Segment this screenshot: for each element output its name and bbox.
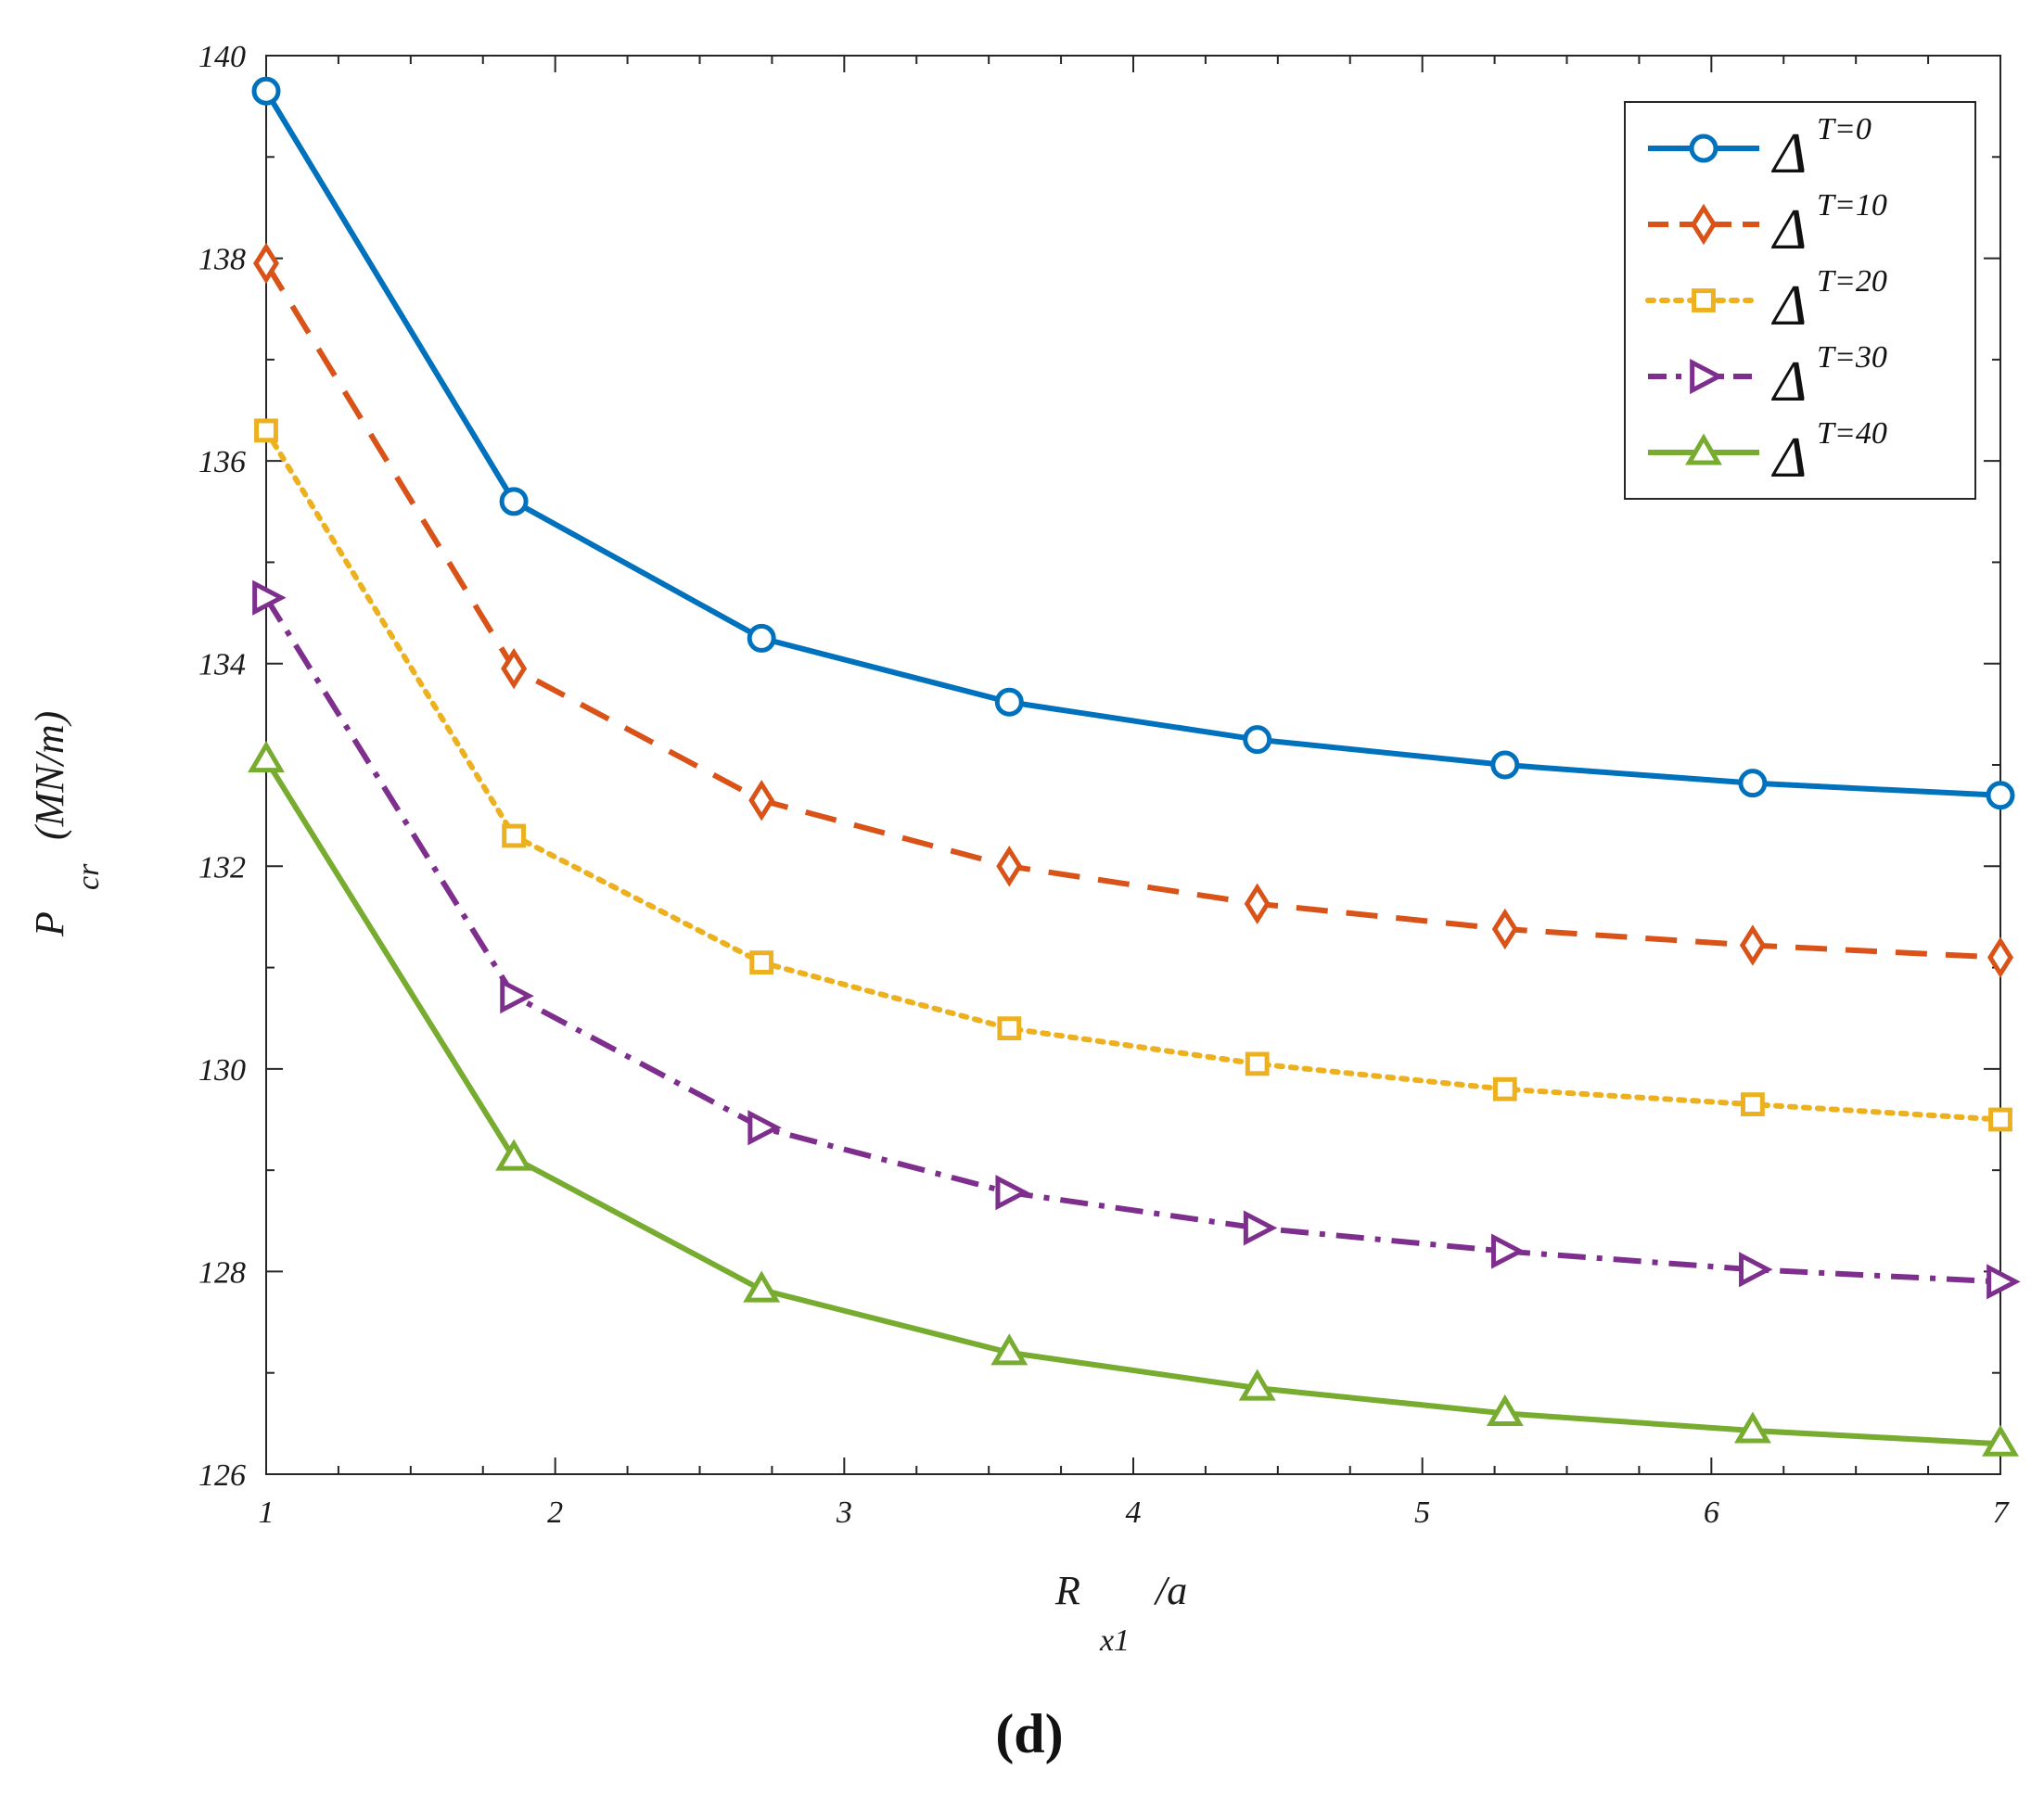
series-t-10 (252, 242, 2014, 978)
series-line (263, 596, 2001, 1285)
x-axis-label: R x1 /a (1054, 1568, 1187, 1658)
data-point (1741, 1092, 1765, 1117)
y-tick-label: 136 (198, 445, 246, 479)
data-point (502, 823, 526, 848)
data-point (1739, 1252, 1773, 1288)
data-point (1238, 1369, 1276, 1401)
legend-marker (1685, 433, 1722, 465)
x-tick-label: 3 (836, 1496, 852, 1530)
y-axis-label-main: P (27, 911, 72, 937)
y-axis-label: P cr (MN/m) (27, 711, 106, 937)
data-point (1986, 781, 2015, 810)
legend-label: Δ (1770, 122, 1807, 185)
series-line (263, 261, 2001, 961)
data-point (990, 1333, 1028, 1366)
data-point (743, 1270, 781, 1303)
data-point (254, 418, 278, 443)
data-point (1491, 908, 1518, 950)
x-axis-label-sub: x1 (1099, 1623, 1130, 1658)
legend-label: Δ (1770, 198, 1807, 261)
y-tick-label: 140 (198, 40, 246, 74)
data-point (1988, 1107, 2012, 1132)
series-line (263, 89, 2001, 798)
x-tick-label: 6 (1704, 1496, 1719, 1530)
legend-marker (1690, 203, 1718, 246)
data-point (1245, 1051, 1270, 1076)
data-point (500, 978, 534, 1014)
data-point (495, 1139, 533, 1171)
data-point (1987, 1264, 2021, 1300)
x-tick-label: 5 (1414, 1496, 1430, 1530)
data-point (1243, 725, 1272, 755)
legend: Δ T=0 Δ T=10 Δ T=20 Δ T=30 Δ T=40 (1624, 101, 1976, 500)
data-point (251, 76, 281, 106)
x-axis-label-main: R (1054, 1568, 1080, 1613)
series-line (263, 427, 2003, 1123)
y-tick-label: 126 (198, 1458, 246, 1493)
data-point (1486, 1394, 1524, 1426)
data-point (749, 950, 774, 975)
x-axis-label-suffix: /a (1153, 1568, 1187, 1613)
legend-label-sup: T=10 (1817, 188, 1887, 223)
x-tick-label: 7 (1993, 1496, 2011, 1530)
data-point (1492, 1076, 1517, 1101)
legend-marker (1690, 358, 1724, 395)
axes-layer: 1 2 3 4 5 6 7 126 128 130 132 134 136 138 140 (198, 40, 2011, 1530)
x-tick-label: 4 (1126, 1496, 1142, 1530)
data-point (1733, 1411, 1771, 1444)
legend-label: Δ (1770, 350, 1807, 414)
y-axis-label-sub: cr (71, 863, 106, 890)
data-point (996, 846, 1023, 887)
series-t-20 (254, 418, 2012, 1132)
data-point (747, 1110, 782, 1146)
series-t-0 (251, 76, 2015, 810)
legend-label-sup: T=30 (1817, 340, 1887, 375)
data-point (1490, 750, 1520, 780)
legend-marker (1689, 134, 1718, 163)
data-point (499, 487, 529, 516)
series-t-30 (252, 579, 2021, 1300)
data-point (747, 623, 776, 653)
legend-item: Δ T=40 (1648, 416, 1887, 490)
y-axis-label-units: (MN/m) (27, 711, 72, 840)
data-point (1982, 1424, 2019, 1457)
legend-item: Δ T=20 (1645, 264, 1887, 337)
series-line (263, 757, 2001, 1447)
data-point (1243, 1210, 1278, 1246)
data-point (748, 780, 775, 821)
data-point (252, 579, 287, 616)
legend-label-sup: T=0 (1817, 112, 1872, 146)
y-tick-label: 134 (198, 648, 246, 682)
data-point (248, 740, 285, 773)
legend-item: Δ T=10 (1648, 188, 1887, 261)
legend-label: Δ (1770, 274, 1807, 337)
data-point (995, 1175, 1029, 1211)
data-point (1739, 924, 1766, 966)
legend-label-sup: T=20 (1817, 264, 1887, 299)
legend-item: Δ T=30 (1648, 340, 1887, 414)
y-tick-label: 128 (198, 1255, 246, 1290)
data-point (1738, 769, 1768, 798)
data-point (1490, 1233, 1526, 1269)
data-point (1987, 936, 2014, 978)
legend-label: Δ (1770, 426, 1807, 490)
x-tick-label: 1 (259, 1496, 275, 1530)
y-tick-label: 130 (198, 1053, 246, 1088)
y-tick-label: 138 (198, 243, 246, 277)
data-point (997, 1016, 1022, 1041)
data-point (252, 242, 280, 285)
legend-item: Δ T=0 (1648, 112, 1872, 185)
y-tick-label: 132 (198, 850, 246, 885)
data-point (1244, 883, 1271, 924)
data-point (501, 647, 528, 690)
data-point (994, 687, 1024, 717)
series-t-40 (248, 740, 2019, 1457)
x-tick-label: 2 (547, 1496, 563, 1530)
series-layer (248, 76, 2021, 1457)
legend-marker (1692, 288, 1716, 312)
panel-label: (d) (995, 1703, 1063, 1764)
legend-label-sup: T=40 (1817, 416, 1887, 451)
